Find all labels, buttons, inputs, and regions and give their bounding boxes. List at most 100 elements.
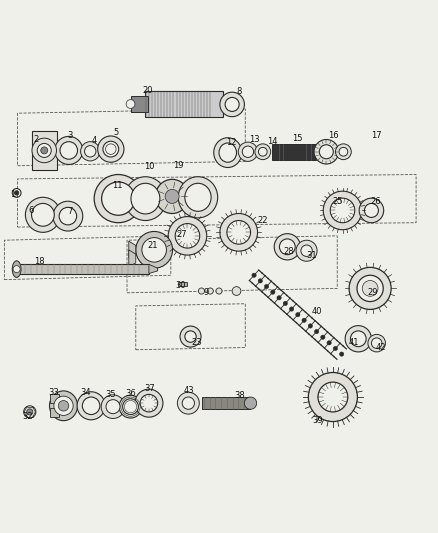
Ellipse shape	[175, 223, 200, 248]
Ellipse shape	[25, 197, 60, 232]
Ellipse shape	[177, 392, 199, 414]
Text: 25: 25	[332, 197, 343, 206]
Ellipse shape	[359, 198, 384, 223]
Circle shape	[290, 307, 294, 311]
Text: 19: 19	[173, 161, 184, 170]
Ellipse shape	[182, 397, 194, 409]
Polygon shape	[149, 264, 158, 273]
Ellipse shape	[185, 331, 196, 342]
Text: 3: 3	[67, 131, 73, 140]
Ellipse shape	[94, 174, 142, 223]
Circle shape	[106, 144, 116, 155]
Circle shape	[232, 287, 241, 295]
Ellipse shape	[131, 183, 160, 214]
Ellipse shape	[323, 191, 362, 230]
Text: 33: 33	[48, 388, 59, 397]
Text: 10: 10	[144, 162, 154, 171]
Ellipse shape	[59, 207, 77, 225]
Circle shape	[198, 288, 205, 294]
Text: 8: 8	[236, 87, 241, 96]
Circle shape	[339, 352, 344, 356]
Text: 6: 6	[29, 206, 34, 215]
Ellipse shape	[180, 326, 201, 347]
Ellipse shape	[219, 143, 237, 162]
Ellipse shape	[101, 395, 125, 418]
Text: 5: 5	[113, 128, 119, 138]
Bar	[50, 408, 59, 417]
Circle shape	[216, 288, 222, 294]
Ellipse shape	[185, 183, 211, 211]
Text: 14: 14	[267, 137, 278, 146]
Ellipse shape	[255, 144, 271, 159]
Text: 39: 39	[313, 416, 323, 425]
Text: 28: 28	[284, 247, 294, 256]
Circle shape	[308, 324, 313, 328]
Circle shape	[207, 288, 213, 294]
Ellipse shape	[220, 214, 258, 251]
Circle shape	[54, 396, 73, 415]
Text: 11: 11	[112, 181, 123, 190]
Text: 40: 40	[312, 306, 322, 316]
Circle shape	[41, 147, 48, 154]
Bar	[145, 91, 223, 117]
Text: 22: 22	[258, 216, 268, 225]
Ellipse shape	[12, 261, 21, 278]
Text: 2: 2	[33, 135, 39, 144]
Ellipse shape	[345, 326, 371, 352]
Circle shape	[58, 400, 69, 411]
Circle shape	[277, 296, 281, 300]
Ellipse shape	[32, 138, 57, 163]
Circle shape	[333, 346, 338, 351]
Text: 1: 1	[11, 190, 16, 199]
Text: 15: 15	[293, 134, 303, 143]
Circle shape	[327, 341, 331, 345]
Text: 26: 26	[371, 197, 381, 206]
Circle shape	[283, 301, 287, 305]
Circle shape	[126, 100, 135, 108]
Text: 20: 20	[143, 86, 153, 95]
Bar	[50, 393, 59, 403]
Circle shape	[136, 231, 173, 268]
Text: 35: 35	[105, 390, 116, 399]
Ellipse shape	[140, 394, 158, 412]
Ellipse shape	[82, 397, 100, 415]
Ellipse shape	[301, 245, 312, 256]
Ellipse shape	[32, 204, 54, 226]
Ellipse shape	[124, 400, 137, 413]
Ellipse shape	[85, 146, 96, 157]
Text: 9: 9	[203, 288, 208, 297]
Ellipse shape	[350, 331, 366, 346]
Text: 29: 29	[367, 288, 378, 297]
Text: 17: 17	[371, 131, 382, 140]
Text: 31: 31	[307, 252, 317, 261]
Ellipse shape	[314, 140, 339, 164]
Text: 21: 21	[147, 241, 158, 250]
Circle shape	[296, 312, 300, 317]
Text: 12: 12	[226, 138, 237, 147]
Ellipse shape	[364, 204, 378, 217]
Circle shape	[321, 335, 325, 340]
Ellipse shape	[98, 136, 124, 162]
Ellipse shape	[119, 395, 142, 418]
Circle shape	[302, 318, 306, 322]
Text: 4: 4	[92, 136, 97, 145]
Ellipse shape	[37, 143, 51, 157]
Circle shape	[14, 191, 19, 195]
Polygon shape	[129, 250, 136, 266]
Ellipse shape	[371, 338, 382, 349]
Text: 43: 43	[184, 385, 194, 394]
Circle shape	[258, 279, 262, 283]
Ellipse shape	[296, 240, 317, 261]
Ellipse shape	[135, 389, 163, 417]
Ellipse shape	[274, 233, 300, 260]
Circle shape	[13, 265, 20, 273]
Ellipse shape	[339, 147, 348, 156]
Ellipse shape	[258, 147, 267, 156]
Text: 23: 23	[191, 338, 201, 347]
Ellipse shape	[155, 179, 189, 214]
Circle shape	[24, 406, 36, 418]
Text: 32: 32	[22, 412, 32, 421]
Ellipse shape	[102, 182, 135, 215]
Ellipse shape	[227, 221, 251, 244]
Circle shape	[271, 290, 275, 294]
